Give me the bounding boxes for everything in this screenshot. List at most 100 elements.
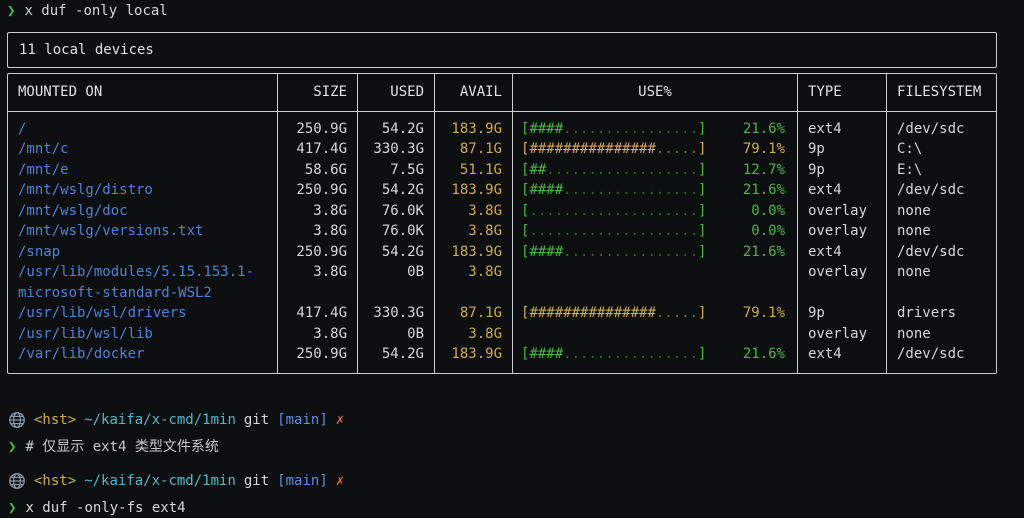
prompt-path: ~/kaifa/x-cmd/1min [84, 411, 236, 428]
usage-cell: [####................] 21.6% [513, 344, 798, 373]
size-value: 417.4G [278, 303, 358, 324]
used-value: 0B [358, 323, 435, 344]
table-row: /mnt/wslg/distro 250.9G 54.2G 183.9G [##… [8, 180, 996, 201]
header-avail: AVAIL [435, 74, 513, 112]
filesystem-value: E:\ [897, 161, 923, 178]
prompt-symbol: ❯ [8, 438, 17, 455]
usage-cell: [###############.....] 79.1% [513, 139, 798, 160]
avail-value: 3.8G [435, 262, 513, 303]
prompt-symbol: ❯ [7, 3, 16, 19]
usage-percent: 79.1% [742, 141, 785, 157]
usage-bar: [....................] [521, 223, 707, 239]
size-value: 250.9G [278, 241, 358, 262]
mount-point: /var/lib/docker [8, 344, 278, 373]
usage-percent: 21.6% [742, 346, 785, 362]
usage-percent: 0.0% [751, 202, 785, 219]
fs-type: overlay [798, 200, 887, 221]
comment-line: ❯ # 仅显示 ext4 类型文件系统 [8, 438, 1024, 457]
device-count-label: 11 local devices [19, 42, 154, 58]
prompt-dirty-mark: ✗ [335, 411, 345, 428]
fs-type: ext4 [798, 180, 887, 201]
avail-value: 3.8G [435, 323, 513, 344]
command-line-2: ❯ x duf -only-fs ext4 [8, 499, 1024, 518]
filesystem-value: none [897, 223, 931, 239]
header-size: SIZE [278, 74, 358, 112]
mount-point: /snap [8, 241, 278, 262]
usage-bar: [....................] [521, 202, 707, 219]
usage-percent: 21.6% [742, 243, 785, 260]
table-row: /var/lib/docker 250.9G 54.2G 183.9G [###… [8, 344, 996, 373]
usage-cell: [###############.....] 79.1% [513, 303, 798, 324]
prompt-symbol: ❯ [8, 499, 17, 516]
avail-value: 3.8G [435, 221, 513, 242]
size-value: 3.8G [278, 200, 358, 221]
command-line-1: ❯ x duf -only local [7, 2, 1024, 21]
table-header-row: MOUNTED ON SIZE USED AVAIL USE% TYPE FIL… [8, 74, 996, 112]
header-mounted-on: MOUNTED ON [8, 74, 278, 112]
size-value: 3.8G [278, 262, 358, 303]
mount-point: /usr/lib/wsl/lib [8, 323, 278, 344]
used-value: 54.2G [358, 344, 435, 373]
duf-table: MOUNTED ON SIZE USED AVAIL USE% TYPE FIL… [7, 73, 997, 374]
prompt-status-line: <hst> ~/kaifa/x-cmd/1min git [main] ✗ [8, 410, 1024, 431]
usage-cell: [....................] 0.0% [513, 221, 798, 242]
usage-bar: [##..................] [521, 161, 707, 178]
prompt-vcs: git [243, 411, 270, 428]
used-value: 330.3G [358, 139, 435, 160]
header-filesystem: FILESYSTEM [887, 74, 996, 112]
mount-point: /mnt/wslg/doc [8, 200, 278, 221]
mount-point: /usr/lib/wsl/drivers [8, 303, 278, 324]
size-value: 58.6G [278, 159, 358, 180]
used-value: 76.0K [358, 200, 435, 221]
usage-cell: [....................] 0.0% [513, 200, 798, 221]
usage-percent: 21.6% [742, 120, 785, 137]
used-value: 330.3G [358, 303, 435, 324]
used-value: 54.2G [358, 111, 435, 139]
mount-point: /mnt/wslg/versions.txt [8, 221, 278, 242]
table-row: /mnt/wslg/doc 3.8G 76.0K 3.8G [.........… [8, 200, 996, 221]
size-value: 250.9G [278, 180, 358, 201]
prompt-host: <hst> [34, 472, 77, 489]
fs-type: overlay [798, 323, 887, 344]
table-row: /mnt/c 417.4G 330.3G 87.1G [############… [8, 139, 996, 160]
usage-bar: [####................] [521, 243, 707, 260]
header-type: TYPE [798, 74, 887, 112]
fs-type: overlay [798, 221, 887, 242]
globe-icon [8, 472, 26, 490]
usage-percent: 79.1% [742, 305, 785, 321]
usage-percent: 21.6% [742, 182, 785, 198]
fs-type: ext4 [798, 111, 887, 139]
mount-point: /mnt/c [8, 139, 278, 160]
usage-cell [513, 262, 798, 303]
filesystem-value: none [897, 264, 931, 280]
fs-type: ext4 [798, 241, 887, 262]
avail-value: 51.1G [435, 159, 513, 180]
used-value: 0B [358, 262, 435, 303]
header-used: USED [358, 74, 435, 112]
filesystem-value: C:\ [897, 141, 923, 157]
filesystem-value: none [897, 202, 931, 219]
prompt-status-line: <hst> ~/kaifa/x-cmd/1min git [main] ✗ [8, 471, 1024, 492]
filesystem-value: drivers [897, 305, 957, 321]
usage-bar: [####................] [521, 346, 707, 362]
fs-type: 9p [798, 139, 887, 160]
filesystem-value: /dev/sdc [897, 243, 965, 260]
prompt-vcs: git [243, 472, 270, 489]
avail-value: 87.1G [435, 139, 513, 160]
command-1-text: x duf -only local [24, 3, 168, 19]
fs-type: ext4 [798, 344, 887, 373]
usage-percent: 0.0% [751, 223, 785, 239]
avail-value: 183.9G [435, 241, 513, 262]
avail-value: 3.8G [435, 200, 513, 221]
prompt-block-1: <hst> ~/kaifa/x-cmd/1min git [main] ✗ ❯ #… [8, 410, 1024, 457]
table-row: /usr/lib/wsl/drivers 417.4G 330.3G 87.1G… [8, 303, 996, 324]
used-value: 54.2G [358, 180, 435, 201]
avail-value: 183.9G [435, 344, 513, 373]
usage-bar: [####................] [521, 182, 707, 198]
prompt-host: <hst> [34, 411, 77, 428]
prompt-block-2: <hst> ~/kaifa/x-cmd/1min git [main] ✗ ❯ x… [8, 471, 1024, 518]
prompt-branch: [main] [277, 472, 328, 489]
table-row: /usr/lib/modules/5.15.153.1-microsoft-st… [8, 262, 996, 303]
table-row: / 250.9G 54.2G 183.9G [####.............… [8, 111, 996, 139]
